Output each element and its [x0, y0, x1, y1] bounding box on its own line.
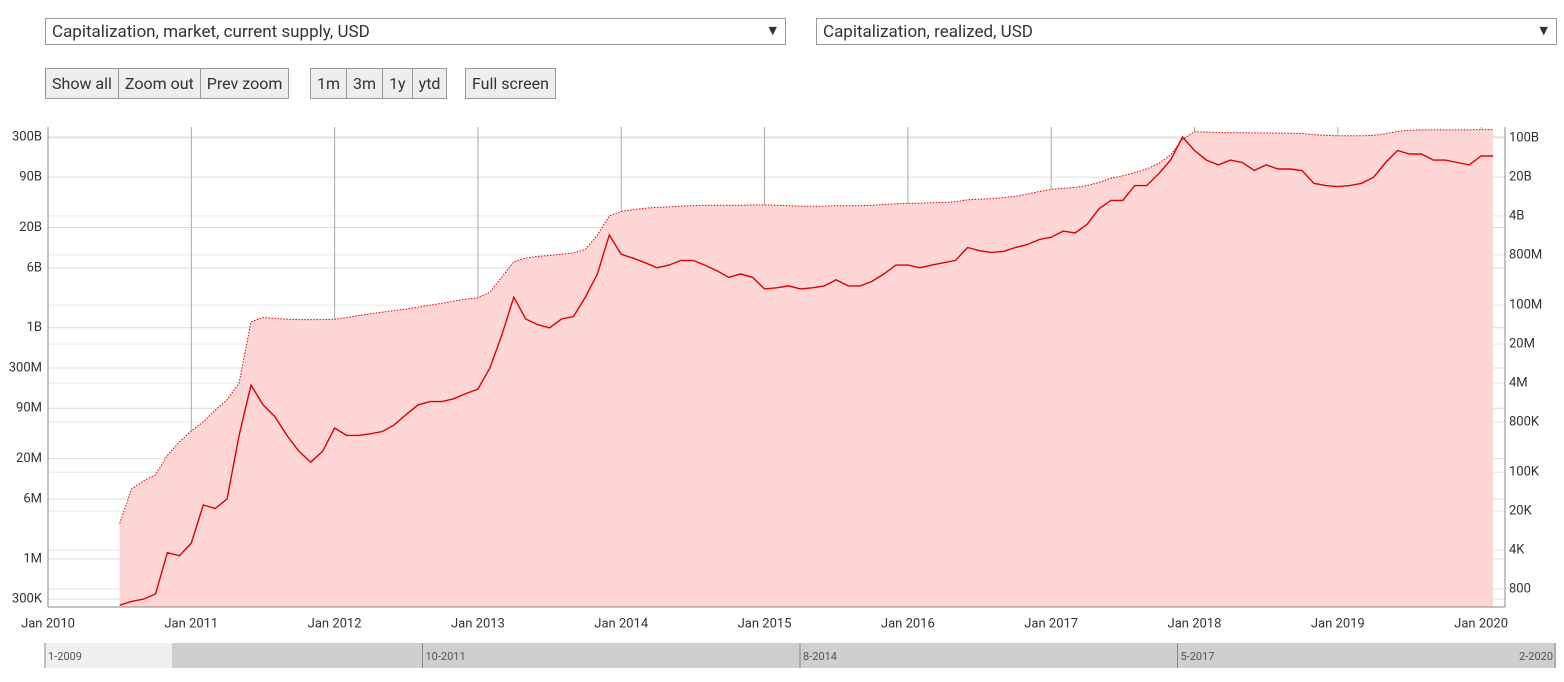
right-dropdown[interactable]: Capitalization, realized, USD ▼ — [816, 18, 1557, 45]
button[interactable]: Zoom out — [117, 68, 201, 99]
x-tick-label: Jan 2010 — [21, 616, 75, 631]
x-tick-label: Jan 2011 — [164, 616, 218, 631]
y2-tick-label: 4M — [1509, 375, 1528, 390]
y2-tick-label: 4K — [1509, 543, 1525, 558]
navigator-label: 5-2017 — [1181, 650, 1215, 663]
y-tick-label: 90M — [16, 401, 42, 416]
navigator-track — [45, 643, 1556, 668]
area-top-line — [119, 129, 1494, 524]
x-tick-label: Jan 2017 — [1024, 616, 1078, 631]
y2-tick-label: 20M — [1509, 337, 1535, 352]
x-tick-label: Jan 2020 — [1454, 616, 1508, 631]
series-line — [119, 135, 1494, 606]
area-fill — [119, 129, 1494, 607]
x-tick-label: Jan 2014 — [594, 616, 649, 631]
button[interactable]: 1y — [382, 68, 413, 99]
y2-tick-label: 20K — [1509, 504, 1533, 519]
y-tick-label: 6B — [27, 260, 42, 275]
y2-tick-label: 100B — [1509, 131, 1539, 146]
navigator-label: 10-2011 — [426, 650, 466, 663]
fullscreen-buttons: Full screen — [465, 68, 556, 99]
dropdown-label: Capitalization, market, current supply, … — [52, 22, 370, 42]
button[interactable]: ytd — [411, 68, 448, 99]
dropdown-arrow: ▼ — [768, 24, 777, 37]
y2-tick-label: 100M — [1509, 298, 1542, 313]
y-tick-label: 90B — [19, 170, 42, 185]
y-tick-label: 300K — [12, 592, 43, 607]
y-tick-label: 6M — [23, 491, 42, 506]
dropdown-arrow: ▼ — [1539, 24, 1548, 37]
dropdown-label: Capitalization, realized, USD — [823, 22, 1033, 42]
x-tick-label: Jan 2012 — [308, 616, 362, 631]
y-tick-label: 20B — [19, 220, 42, 235]
button[interactable]: Prev zoom — [199, 68, 290, 99]
x-tick-label: Jan 2016 — [881, 616, 935, 631]
button[interactable]: Show all — [45, 68, 119, 99]
y-tick-label: 300M — [9, 360, 42, 375]
navigator-unselected — [45, 643, 172, 668]
y2-tick-label: 800K — [1509, 414, 1540, 429]
y2-tick-label: 800 — [1509, 581, 1531, 596]
y2-tick-label: 100K — [1509, 465, 1540, 480]
navigator-label: 2-2020 — [1519, 650, 1553, 663]
range-buttons: 1m 3m 1y ytd — [310, 68, 448, 99]
navigator-label: 1-2009 — [48, 650, 82, 663]
y-tick-label: 300B — [12, 129, 42, 144]
y2-tick-label: 20B — [1509, 169, 1532, 184]
x-tick-label: Jan 2013 — [451, 616, 505, 631]
y-tick-label: 1B — [27, 320, 42, 335]
x-tick-label: Jan 2019 — [1311, 616, 1365, 631]
y-tick-label: 20M — [16, 451, 42, 466]
y2-tick-label: 4B — [1509, 208, 1524, 223]
x-tick-label: Jan 2015 — [738, 616, 792, 631]
y-tick-label: 1M — [23, 551, 42, 566]
y2-tick-label: 800M — [1509, 247, 1542, 262]
navigator-label: 8-2014 — [803, 650, 837, 663]
button[interactable]: 3m — [346, 68, 384, 99]
button[interactable]: Full screen — [465, 68, 556, 99]
x-tick-label: Jan 2018 — [1168, 616, 1222, 631]
button[interactable]: 1m — [310, 68, 348, 99]
left-dropdown[interactable]: Capitalization, market, current supply, … — [45, 18, 786, 45]
zoom-buttons: Show all Zoom out Prev zoom — [45, 68, 290, 99]
